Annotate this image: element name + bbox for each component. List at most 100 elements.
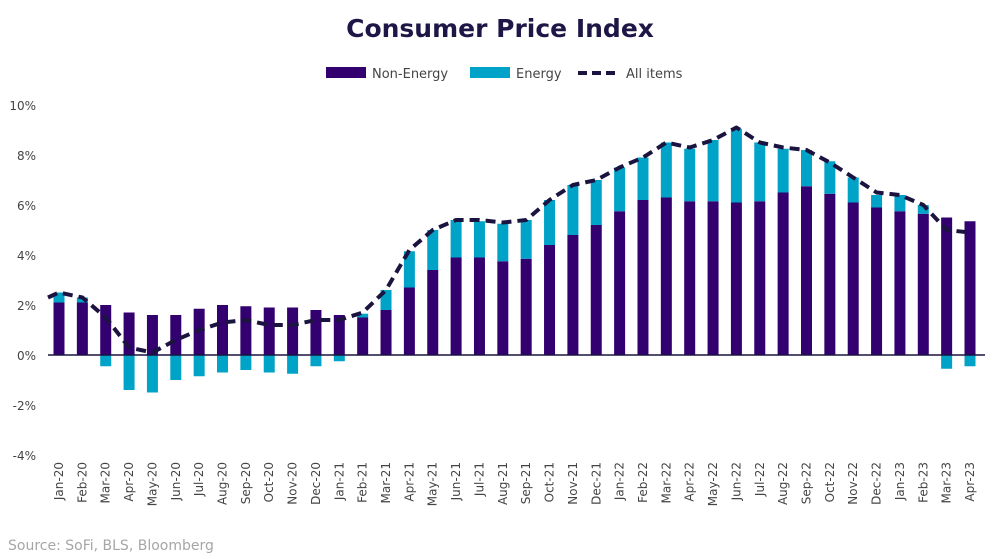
bar-non-energy <box>941 217 953 355</box>
bar-non-energy <box>684 201 696 355</box>
bar-energy <box>707 140 719 202</box>
bar-energy <box>357 313 369 318</box>
bar-non-energy <box>567 235 579 355</box>
bar-non-energy <box>240 306 252 355</box>
bar-non-energy <box>777 192 789 355</box>
x-tick-label: Apr-21 <box>402 462 416 502</box>
x-tick-label: Aug-21 <box>496 462 510 505</box>
bar-energy <box>730 128 742 203</box>
bar-energy <box>520 220 532 259</box>
bar-non-energy <box>146 315 158 355</box>
x-tick-label: Dec-21 <box>589 462 603 505</box>
bar-non-energy <box>520 258 532 355</box>
bar-non-energy <box>333 315 345 355</box>
bar-energy <box>123 355 135 390</box>
bar-non-energy <box>473 257 485 355</box>
bar-non-energy <box>707 201 719 355</box>
bar-non-energy <box>263 307 275 355</box>
bar-energy <box>590 180 602 225</box>
x-tick-label: Jun-20 <box>169 462 183 501</box>
bar-energy <box>917 205 929 214</box>
bar-non-energy <box>800 186 812 355</box>
bar-non-energy <box>123 312 135 355</box>
bar-non-energy <box>310 310 322 355</box>
bar-energy <box>53 292 65 303</box>
x-tick-label: Aug-22 <box>776 462 790 505</box>
bar-energy <box>614 167 626 212</box>
y-tick-label: 2% <box>17 299 36 313</box>
bar-energy <box>310 355 322 367</box>
bar-energy <box>403 251 415 288</box>
bar-energy <box>684 148 696 202</box>
bar-energy <box>777 148 789 193</box>
bar-non-energy <box>917 213 929 355</box>
x-tick-label: Jun-21 <box>449 462 463 501</box>
bar-energy <box>380 290 392 310</box>
x-tick-label: May-20 <box>145 462 159 506</box>
legend-non-energy-swatch <box>326 67 366 78</box>
x-tick-label: Feb-22 <box>636 462 650 503</box>
bar-non-energy <box>590 225 602 355</box>
bar-non-energy <box>544 245 556 355</box>
bar-energy <box>637 157 649 200</box>
bar-non-energy <box>637 200 649 355</box>
legend-energy-swatch <box>470 67 510 78</box>
x-tick-label: Sep-21 <box>519 462 533 504</box>
bar-non-energy <box>754 201 766 355</box>
bar-energy <box>263 355 275 373</box>
bar-non-energy <box>824 193 836 355</box>
y-tick-label: 8% <box>17 149 36 163</box>
bar-non-energy <box>871 207 883 355</box>
bar-energy <box>473 221 485 258</box>
y-tick-label: -2% <box>13 399 36 413</box>
bar-energy <box>450 220 462 258</box>
x-tick-label: Jan-20 <box>52 462 66 501</box>
x-tick-label: Apr-20 <box>122 462 136 502</box>
bar-energy <box>567 185 579 235</box>
x-tick-label: Sep-20 <box>239 462 253 504</box>
bar-non-energy <box>964 221 976 355</box>
x-tick-label: Aug-20 <box>216 462 230 505</box>
x-tick-label: Jan-23 <box>893 462 907 501</box>
bar-non-energy <box>217 305 229 355</box>
y-tick-label: 4% <box>17 249 36 263</box>
x-tick-label: Nov-22 <box>846 462 860 505</box>
bar-energy <box>497 223 509 262</box>
y-tick-label: -4% <box>13 449 36 463</box>
x-tick-label: Nov-21 <box>566 462 580 505</box>
legend-non-energy-label: Non-Energy <box>372 67 448 82</box>
x-tick-label: Jan-22 <box>613 462 627 501</box>
bar-energy <box>170 355 182 380</box>
bar-energy <box>193 355 205 377</box>
x-tick-label: Jan-21 <box>332 462 346 501</box>
bar-non-energy <box>170 315 182 355</box>
bar-energy <box>800 150 812 187</box>
y-tick-label: 0% <box>17 349 36 363</box>
bar-non-energy <box>287 307 299 355</box>
bar-energy <box>660 142 672 198</box>
bar-non-energy <box>100 305 112 355</box>
source-note: Source: SoFi, BLS, Bloomberg <box>8 538 214 554</box>
x-tick-label: Mar-22 <box>659 462 673 503</box>
x-tick-label: Mar-21 <box>379 462 393 503</box>
bar-non-energy <box>450 257 462 355</box>
bar-energy <box>544 200 556 245</box>
bar-energy <box>287 355 299 374</box>
x-tick-label: Apr-23 <box>963 462 977 502</box>
x-tick-label: Nov-20 <box>286 462 300 505</box>
bar-energy <box>894 195 906 212</box>
bar-non-energy <box>847 202 859 355</box>
bar-energy <box>964 355 976 367</box>
bar-energy <box>146 355 158 393</box>
x-tick-label: May-21 <box>426 462 440 506</box>
bar-non-energy <box>53 302 65 355</box>
bar-non-energy <box>357 317 369 355</box>
bar-non-energy <box>730 202 742 355</box>
bar-energy <box>941 355 953 369</box>
bar-non-energy <box>427 270 439 355</box>
bar-energy <box>217 355 229 373</box>
chart-title: Consumer Price Index <box>346 14 654 43</box>
bar-energy <box>754 142 766 202</box>
x-tick-label: Apr-22 <box>683 462 697 502</box>
